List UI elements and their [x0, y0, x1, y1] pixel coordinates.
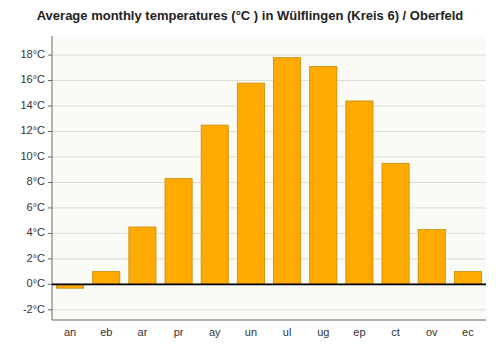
zero-line [52, 283, 486, 285]
bar [93, 272, 120, 285]
x-tick-label: ec [462, 326, 474, 338]
grid-line [52, 284, 486, 285]
y-axis: -2°C 0°C 2°C 4°C 6°C 8°C 10°C 12°C 14°C 16°C 18°C [20, 36, 486, 320]
bar [382, 163, 409, 284]
bar [454, 272, 481, 285]
plot-background [52, 36, 486, 320]
grid-line [52, 207, 486, 208]
grid-line [52, 106, 486, 107]
y-tick-label: 4°C [27, 226, 46, 238]
y-tick [48, 258, 52, 259]
y-tick [48, 131, 52, 132]
bar [165, 179, 192, 285]
bar [310, 67, 337, 285]
y-tick-label: 10°C [20, 150, 45, 162]
x-tick-label: ul [283, 326, 292, 338]
y-tick [48, 284, 52, 285]
y-tick-label: 2°C [27, 252, 46, 264]
y-tick [48, 182, 52, 183]
x-axis: an eb ar pr ay un ul ug ep ct ov ec [64, 326, 474, 338]
y-tick [48, 106, 52, 107]
grid-line [52, 182, 486, 183]
y-tick-label: 12°C [20, 124, 45, 136]
x-tick-label: pr [174, 326, 184, 338]
x-tick-label: ug [317, 326, 329, 338]
grid-line [52, 55, 486, 56]
x-axis-line [52, 320, 486, 321]
page: {"chart_data": {"type": "bar", "title": … [0, 0, 500, 350]
y-axis-line [52, 36, 53, 320]
bar [346, 101, 373, 284]
y-tick-label: 14°C [20, 99, 45, 111]
x-tick-label: un [245, 326, 257, 338]
y-tick-label: 0°C [27, 277, 46, 289]
y-tick [48, 80, 52, 81]
chart: -2°C 0°C 2°C 4°C 6°C 8°C 10°C 12°C 14°C 16°C 18°C a… [0, 0, 500, 350]
bar [129, 227, 156, 284]
bars [57, 58, 482, 289]
x-tick-label: ov [426, 326, 438, 338]
x-tick-label: ep [353, 326, 365, 338]
grid [52, 55, 486, 310]
grid-line [52, 156, 486, 157]
grid-line [52, 80, 486, 81]
x-tick-label: an [64, 326, 76, 338]
x-tick-label: ar [138, 326, 148, 338]
grid-line [52, 309, 486, 310]
grid-line [52, 131, 486, 132]
y-tick-label: 6°C [27, 201, 46, 213]
bar [274, 58, 301, 285]
y-tick [48, 233, 52, 234]
y-tick-label: 16°C [20, 73, 45, 85]
x-tick-label: ay [209, 326, 221, 338]
x-tick-label: eb [100, 326, 112, 338]
x-tick-label: ct [391, 326, 400, 338]
y-tick [48, 55, 52, 56]
bar [418, 230, 445, 285]
y-tick [48, 156, 52, 157]
title: Average monthly temperatures (°C ) in Wü… [37, 8, 464, 23]
y-tick [48, 207, 52, 208]
y-tick-label: -2°C [23, 303, 45, 315]
chart-container: -2°C 0°C 2°C 4°C 6°C 8°C 10°C 12°C 14°C 16°C 18°C a… [0, 0, 500, 350]
bar [237, 83, 264, 284]
bar [201, 125, 228, 284]
y-tick [48, 309, 52, 310]
y-tick-label: 8°C [27, 175, 46, 187]
y-tick-label: 18°C [20, 48, 45, 60]
